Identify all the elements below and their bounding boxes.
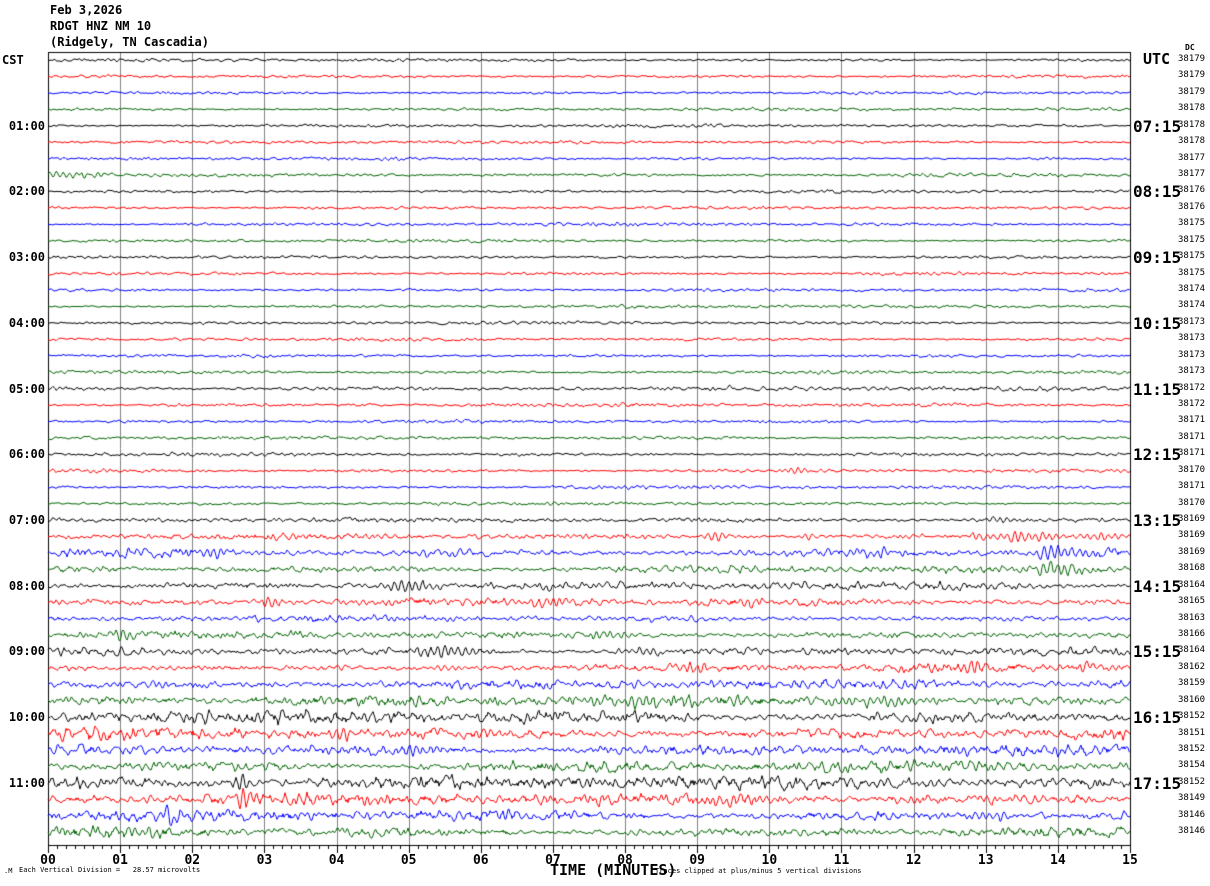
dc-value: 38170 xyxy=(1178,464,1206,475)
dc-value: 38178 xyxy=(1178,103,1206,114)
dc-value: 38164 xyxy=(1178,579,1206,590)
utc-hour-label: 10:15 xyxy=(1133,313,1182,333)
utc-hour-label: 11:15 xyxy=(1133,379,1182,399)
dc-value: 38178 xyxy=(1178,136,1206,147)
cst-hour-label: 05:00 xyxy=(8,381,45,396)
dc-value: 38168 xyxy=(1178,563,1206,574)
dc-value: 38174 xyxy=(1178,300,1206,311)
cst-hour-label: 10:00 xyxy=(8,710,45,725)
minute-label: 02 xyxy=(184,853,201,868)
utc-hour-label: 17:15 xyxy=(1133,773,1182,793)
cst-hour-label: 11:00 xyxy=(8,775,45,790)
dc-value: 38173 xyxy=(1178,349,1206,360)
cst-hour-label: 08:00 xyxy=(8,578,45,593)
dc-value: 38151 xyxy=(1178,727,1206,738)
title-location: (Ridgely, TN Cascadia) xyxy=(50,35,209,49)
minute-label: 14 xyxy=(1050,853,1066,868)
dc-value: 38169 xyxy=(1178,530,1206,541)
dc-value: 38171 xyxy=(1178,448,1206,459)
dc-value: 38175 xyxy=(1178,218,1206,229)
dc-value: 38152 xyxy=(1178,744,1206,755)
dc-value: 38169 xyxy=(1178,514,1206,525)
utc-axis-label: UTC xyxy=(1143,50,1171,68)
dc-value: 38177 xyxy=(1178,169,1206,179)
cst-hour-label: 03:00 xyxy=(8,250,45,265)
utc-hour-label: 16:15 xyxy=(1133,708,1182,728)
scale-note: Each Vertical Division = 28.57 microvolt… xyxy=(19,866,201,874)
dc-value: 38173 xyxy=(1178,366,1206,377)
cst-hour-label: 04:00 xyxy=(8,315,45,330)
utc-hour-label: 13:15 xyxy=(1133,511,1182,531)
minute-label: 12 xyxy=(905,853,922,868)
title-block: Feb 3,2026 RDGT HNZ NM 10 (Ridgely, TN C… xyxy=(50,2,209,50)
dc-value: 38175 xyxy=(1178,267,1206,278)
cst-hour-label: 02:00 xyxy=(8,184,45,199)
utc-hour-label: 08:15 xyxy=(1133,182,1182,202)
dc-value: 38179 xyxy=(1178,70,1206,81)
title-date: Feb 3,2026 xyxy=(50,3,123,17)
cst-hour-label: 07:00 xyxy=(8,513,45,528)
minute-label: 07 xyxy=(545,853,561,868)
minute-label: 09 xyxy=(689,853,706,868)
minute-label: 05 xyxy=(400,853,417,868)
dc-value: 38178 xyxy=(1178,119,1206,130)
minute-label: 06 xyxy=(472,853,489,868)
dc-value: 38175 xyxy=(1178,251,1206,262)
dc-value: 38160 xyxy=(1178,694,1206,705)
dc-value: 38174 xyxy=(1178,284,1206,295)
dc-value: 38152 xyxy=(1178,711,1206,722)
utc-hour-label: 15:15 xyxy=(1133,642,1182,662)
dc-value: 38179 xyxy=(1178,86,1206,97)
dc-value: 38176 xyxy=(1178,201,1206,212)
dc-value: 38163 xyxy=(1178,612,1206,623)
minute-label: 10 xyxy=(761,853,778,868)
minute-label: 13 xyxy=(977,853,994,868)
dc-value: 38164 xyxy=(1178,645,1206,656)
title-station: RDGT HNZ NM 10 xyxy=(50,19,152,33)
dc-axis-label: DC xyxy=(1185,43,1195,52)
minute-label: 01 xyxy=(112,853,128,868)
x-axis-title: TIME (MINUTES) xyxy=(550,861,677,879)
dc-value: 38172 xyxy=(1178,399,1206,410)
dc-value: 38176 xyxy=(1178,185,1206,196)
clip-note: Traces clipped at plus/minus 5 vertical … xyxy=(655,867,862,875)
dc-value: 38175 xyxy=(1178,234,1206,245)
dc-value: 38171 xyxy=(1178,481,1206,492)
dc-value: 38171 xyxy=(1178,415,1206,426)
corner-mark: .M xyxy=(4,867,13,875)
dc-value: 38171 xyxy=(1178,431,1206,442)
cst-hour-label: 09:00 xyxy=(8,644,45,659)
dc-value: 38169 xyxy=(1178,546,1206,557)
minute-label: 11 xyxy=(833,853,850,868)
cst-hour-label: 06:00 xyxy=(8,447,45,462)
minute-label: 08 xyxy=(617,853,633,868)
dc-value: 38173 xyxy=(1178,316,1206,327)
cst-hour-label: 01:00 xyxy=(8,118,45,133)
utc-hour-label: 09:15 xyxy=(1133,248,1182,268)
dc-value: 38177 xyxy=(1178,152,1206,163)
dc-value: 38154 xyxy=(1178,760,1206,771)
dc-value: 38165 xyxy=(1178,596,1206,607)
utc-hour-label: 14:15 xyxy=(1133,576,1182,596)
minute-label: 04 xyxy=(328,853,345,868)
dc-value: 38172 xyxy=(1178,382,1206,393)
dc-value: 38170 xyxy=(1178,497,1206,508)
utc-hour-label: 12:15 xyxy=(1133,445,1182,465)
dc-value: 38162 xyxy=(1178,661,1206,672)
dc-value: 38173 xyxy=(1178,333,1206,344)
dc-value: 38146 xyxy=(1178,809,1206,820)
minute-label: 15 xyxy=(1122,853,1138,868)
minute-label: 03 xyxy=(256,853,273,868)
dc-value: 38149 xyxy=(1178,793,1206,804)
utc-hour-label: 07:15 xyxy=(1133,116,1182,136)
cst-axis-label: CST xyxy=(2,53,24,67)
dc-value: 38152 xyxy=(1178,776,1206,787)
dc-value: 38146 xyxy=(1178,826,1206,837)
dc-value: 38159 xyxy=(1178,678,1206,689)
dc-value: 38179 xyxy=(1178,54,1206,64)
minute-label: 00 xyxy=(40,853,56,868)
dc-value: 38166 xyxy=(1178,629,1206,640)
